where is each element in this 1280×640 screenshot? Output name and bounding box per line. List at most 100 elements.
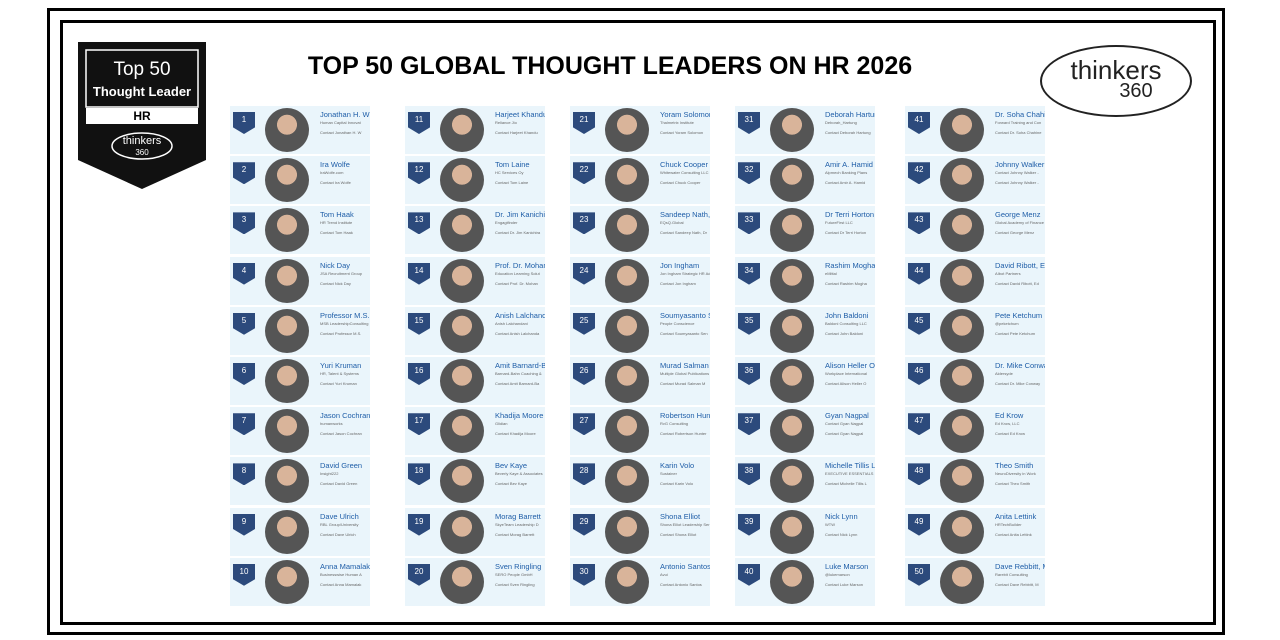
leader-card[interactable]: 25 Soumyasanto SenPeople Conscience Contac…	[570, 306, 710, 355]
leader-card[interactable]: 38 Michelle Tillis L EXECUTIVE ESSENTIALS C…	[735, 457, 875, 506]
leader-name: Ed Krow	[995, 411, 1024, 421]
leader-card[interactable]: 16 Amit Barnard-Ba Barnard-Bahn Coaching &…	[405, 357, 545, 405]
leader-name: Rashim Mogha	[825, 260, 875, 270]
rank-badge: 48	[908, 463, 930, 486]
leader-card[interactable]: 11 Harjeet Khandu Reliance Jio Contact Harj…	[405, 106, 545, 154]
contact-link: Contact Dr Terri Horton	[825, 230, 867, 236]
contact-link: Contact Chuck Cooper	[660, 180, 701, 186]
leader-card[interactable]: 26 Murad Salman MMultiple Global Publicat…	[570, 357, 710, 405]
rank-badge: 4	[233, 262, 255, 285]
contact-link: Contact Theo Smith	[995, 481, 1031, 487]
leader-card[interactable]: 32 Amir A. Hamid Alpmech Banking Plans Cont…	[735, 156, 875, 205]
leader-card[interactable]: 3 Tom Haak HR Trend Institute Contact Tom H…	[230, 206, 370, 255]
leader-card[interactable]: 45 Pete Ketchum @peketchum Contact Pete Ket…	[905, 306, 1045, 355]
leader-org: Global Academy of Finance	[995, 220, 1044, 226]
contact-link: Contact Anita Lettink	[995, 531, 1032, 537]
photo	[440, 409, 484, 454]
leader-card[interactable]: 1 Jonathan H. W Human Capital Innovat Conta…	[230, 106, 370, 154]
leader-org: HR, Talent & Systems	[320, 371, 359, 376]
leader-card[interactable]: 8 David Green Insight222 Contact David Gree…	[230, 457, 370, 506]
leader-card[interactable]: 33 Dr Terri Horton FutureFirst LLC Contact …	[735, 206, 875, 255]
leader-org: Glidian	[495, 421, 508, 427]
leader-card[interactable]: 37 Gyan Nagpal Contact Gyan Nagpal Contact …	[735, 407, 875, 456]
leader-card[interactable]: 17 Khadija Moore Glidian Contact Khadija Mo…	[405, 407, 545, 456]
leader-card[interactable]: 42 Johnny Walker - Contact Johnny Walker -…	[905, 156, 1045, 205]
contact-link: Contact Gyan Nagpal	[825, 431, 864, 437]
leader-card[interactable]: 9 Dave Ulrich RBL Group/University Contact …	[230, 507, 370, 556]
photo	[605, 509, 649, 554]
photo	[605, 409, 649, 454]
leader-card[interactable]: 19 Morag Barrett SkyeTeam Leadership D Cont…	[405, 507, 545, 556]
rank-badge: 36	[738, 363, 760, 385]
leader-card[interactable]: 2 Ira Wolfe IraWolfe.com Contact Ira Wolfe	[230, 156, 370, 205]
contact-link: Contact Dr. Mike Conway	[995, 381, 1041, 386]
leader-name: Alison Heller O	[825, 361, 875, 370]
leader-name: Prof. Dr. Mohan	[495, 260, 545, 270]
leader-card[interactable]: 34 Rashim Mogha eMittal Contact Rashim Mogh…	[735, 256, 875, 305]
rank-badge: 40	[738, 563, 760, 586]
leader-name: Jonathan H. W	[320, 110, 370, 119]
rank-badge: 34	[738, 262, 760, 285]
leader-card[interactable]: 21 Yoram Solomon Thalmetrix Institute Conta…	[570, 106, 710, 154]
contact-link: Contact Johnny Walker -	[995, 180, 1039, 186]
leader-card[interactable]: 28 Karin Volo Sustainer Contact Karin Volo	[570, 457, 710, 506]
rank-badge: 22	[573, 162, 595, 185]
leader-card[interactable]: 4 Nick Day JSA Recruitment Group Contact Ni…	[230, 256, 370, 305]
leader-card[interactable]: 31 Deborah HartungDeborah_Hartung Contact …	[735, 106, 875, 154]
rank-badge: 30	[573, 563, 595, 586]
leader-card[interactable]: 30 Antonio Santos Avui Contact Antonio Sant…	[570, 557, 710, 606]
leader-card[interactable]: 14 Prof. Dr. Mohan Education Learning Solu…	[405, 256, 545, 305]
leader-name: David Ribott, Ed	[995, 260, 1045, 270]
leader-card[interactable]: 35 John Baldoni Baldoni Consulting LLC Cont…	[735, 306, 875, 355]
rank-badge: 11	[408, 112, 430, 134]
leader-card[interactable]: 49 Anita Lettink HRTechBuilder Contact Anit…	[905, 507, 1045, 556]
leader-card[interactable]: 44 David Ribott, Ed AIbot Partners Contact …	[905, 256, 1045, 305]
leader-org: FutureFirst LLC	[825, 220, 853, 226]
logo: thinkers 360	[1040, 45, 1192, 117]
rank-badge: 43	[908, 212, 930, 235]
leader-card[interactable]: 46 Dr. Mike ConwayAldersyde Contact Dr. Mi…	[905, 357, 1045, 405]
leader-card[interactable]: 23 Sandeep Nath, DrEQsQ.Global Contact San…	[570, 206, 710, 255]
leader-card[interactable]: 5 Professor M.S. MSB LeadershipConsulting C…	[230, 306, 370, 355]
leader-org: Ed Krow, LLC	[995, 421, 1020, 427]
leader-card[interactable]: 10 Anna Mamalak Businesswise Human A Contac…	[230, 557, 370, 606]
photo	[440, 359, 484, 403]
leader-card[interactable]: 47 Ed Krow Ed Krow, LLC Contact Ed Krow	[905, 407, 1045, 456]
leader-card[interactable]: 27 Robertson HunterRvG Consulting Contact …	[570, 407, 710, 456]
leader-org: Anish Lalchandani	[495, 320, 528, 326]
leader-card[interactable]: 36 Alison Heller O Workplace International…	[735, 357, 875, 405]
leader-name: Morag Barrett	[495, 511, 541, 521]
leader-card[interactable]: 43 George Menz Global Academy of Finance Co…	[905, 206, 1045, 255]
leader-card[interactable]: 39 Nick Lynn WTW Contact Nick Lynn	[735, 507, 875, 556]
photo	[940, 108, 984, 152]
leader-org: Rarebit Consulting	[995, 571, 1028, 577]
leader-card[interactable]: 12 Tom Laine HC Services Oy Contact Tom Lai…	[405, 156, 545, 205]
badge-brand: thinkers	[122, 135, 162, 147]
leader-card[interactable]: 6 Yuri Kruman HR, Talent & Systems Contact …	[230, 357, 370, 405]
photo	[265, 108, 309, 152]
leader-org: Businesswise Human A	[320, 571, 362, 577]
leader-card[interactable]: 48 Theo Smith NeuroDiversity in Work Contac…	[905, 457, 1045, 506]
contact-link: Contact Professor M.S.	[320, 330, 362, 336]
leader-org: SkyeTeam Leadership D	[495, 521, 539, 527]
leader-card[interactable]: 7 Jason Cochran humanworks Contact Jason Co…	[230, 407, 370, 456]
leader-card[interactable]: 40 Luke Marson @lukemarson Contact Luke Mar…	[735, 557, 875, 606]
leader-card[interactable]: 18 Bev Kaye Beverly Kaye & Associates Conta…	[405, 457, 545, 506]
leader-org: WTW	[825, 521, 835, 527]
contact-link: Contact Karin Volo	[660, 481, 694, 487]
contact-link: Contact Jason Cochran	[320, 431, 362, 437]
leader-card[interactable]: 50 Dave Rebbitt, M Rarebit Consulting Conta…	[905, 557, 1045, 606]
leader-org: AIbot Partners	[995, 270, 1021, 276]
leader-card[interactable]: 20 Sven Ringling SERO People GmbH Contact S…	[405, 557, 545, 606]
contact-link: Contact Soumyasanto Sen	[660, 330, 708, 336]
leader-card[interactable]: 29 Shona Elliot Shona Elliot Leadership Se…	[570, 507, 710, 556]
rank-badge: 29	[573, 513, 595, 536]
photo	[940, 459, 984, 504]
leader-card[interactable]: 22 Chuck Cooper Whitewater Consulting LLC C…	[570, 156, 710, 205]
leader-card[interactable]: 15 Anish Lalchanda Anish Lalchandani Contac…	[405, 306, 545, 355]
leader-card[interactable]: 13 Dr. Jim KanichiraEngagifinder Contact D…	[405, 206, 545, 255]
leader-card[interactable]: 24 Jon Ingham Jon Ingham Strategic HR Ad Co…	[570, 256, 710, 305]
leader-org: @lukemarson	[825, 571, 850, 577]
leader-org: RBL Group/University	[320, 521, 359, 527]
leader-card[interactable]: 41 Dr. Soha ChahineForward Training and C…	[905, 106, 1045, 154]
